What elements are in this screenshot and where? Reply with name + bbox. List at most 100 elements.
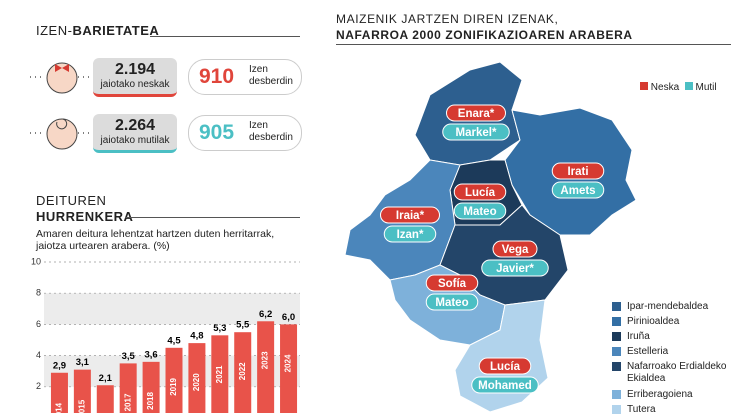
value-label: 2,9 [53, 360, 66, 371]
y-tick-label: 10 [31, 256, 41, 266]
name-label: Amets [560, 185, 595, 197]
births-label: jaiotako neskak [100, 79, 170, 90]
zone-legend: Nafarroako Erdialdeko Ekialdea [612, 361, 730, 385]
value-label: 6,2 [259, 309, 272, 320]
value-label: 3,6 [144, 349, 157, 360]
births-box: 2.264 jaiotako mutilak [93, 114, 177, 153]
names-label: Izen desberdin [249, 120, 293, 143]
map-legend: Neska Mutil [640, 82, 717, 93]
rule [336, 44, 731, 45]
names: 905 [199, 121, 235, 144]
name-label: Mohamed [478, 380, 532, 392]
name-label: Sofía [438, 278, 467, 290]
name-label: Enara* [458, 108, 495, 120]
x-tick-label: 2021 [215, 365, 224, 383]
zone-name: Pirinioaldea [627, 316, 680, 327]
value-label: 5,5 [236, 320, 250, 331]
zone-legend: Estelleria [612, 346, 730, 358]
variety-title: IZEN-BARIETATEA [36, 23, 159, 38]
y-tick-label: 2 [36, 381, 41, 391]
value-label: 4,8 [190, 331, 203, 342]
zone-name: Iruña [627, 331, 650, 342]
zone-legend: Tutera [612, 404, 730, 416]
zone-swatch [612, 362, 621, 371]
x-tick-label: 2019 [169, 377, 178, 395]
faces [30, 62, 92, 150]
x-tick-label: 2017 [123, 393, 132, 411]
zone-swatch [612, 317, 621, 326]
legend-label: Neska [650, 82, 680, 93]
bar [211, 335, 229, 413]
zone-name: Estelleria [627, 346, 669, 357]
title-bold: BARIETATEA [72, 23, 160, 38]
name-pill [478, 357, 532, 375]
bar [96, 385, 114, 413]
name-pill [442, 123, 510, 141]
bar [234, 332, 252, 413]
name-label: Markel* [456, 127, 497, 139]
births-label: jaiotako mutilak [100, 135, 170, 146]
name-pill [425, 293, 479, 311]
name-label: Lucía [465, 187, 496, 199]
x-tick-label: 2018 [146, 391, 155, 409]
zone-name: Erriberagoiena [627, 389, 693, 400]
zone-legend: Pirinioaldea [612, 316, 730, 328]
title-line: MAIZENIK JARTZEN DIREN IZENAK, [336, 12, 559, 26]
legend-swatch [684, 82, 693, 90]
legend-swatch [640, 82, 648, 90]
name-label: Mateo [463, 206, 496, 218]
zone-name: Nafarroako Erdialdeko Ekialdea [627, 361, 727, 384]
name-label: Lucía [490, 361, 521, 373]
name-pill [551, 181, 605, 199]
name-pill [380, 206, 440, 224]
name-pill [383, 225, 437, 243]
name-label: Mateo [435, 297, 468, 309]
y-tick-label: 8 [36, 288, 41, 298]
name-pill [446, 104, 506, 122]
bar [50, 372, 68, 413]
subtitle: Amaren deitura lehentzat hartzen duten h… [36, 228, 275, 252]
value-label: 3,5 [122, 351, 136, 362]
value-label: 3,1 [76, 357, 90, 368]
name-pill [551, 162, 605, 180]
bar [119, 363, 137, 413]
x-tick-label: 2014 [55, 402, 64, 413]
value-label: 6,0 [282, 312, 295, 323]
name-pill [471, 376, 539, 394]
births: 2.194 [114, 61, 156, 78]
grid-band [44, 293, 300, 325]
bar [73, 369, 91, 413]
x-tick-label: 2024 [284, 354, 293, 372]
names-label: Izen desberdin [249, 64, 293, 87]
bar [188, 343, 206, 413]
title-line: NAFARROA 2000 ZONIFIKAZIOAREN ARABERA [336, 28, 633, 42]
rule [150, 36, 300, 37]
name-label: Javier* [496, 263, 534, 275]
x-tick-label: 2023 [261, 351, 270, 369]
name-label: Izan* [397, 229, 424, 241]
zone-legend: Erriberagoiena [612, 389, 730, 401]
zone-name: Ipar-mendebaldea [627, 301, 709, 312]
value-label: 4,5 [167, 335, 181, 346]
value-label: 2,1 [99, 373, 113, 384]
zone-legend: Iruña [612, 331, 730, 343]
title-bold: HURRENKERA [36, 209, 134, 224]
zone-name: Tutera [627, 404, 656, 415]
name-pill [492, 240, 538, 258]
names-box: 910 Izen desberdin [188, 59, 302, 95]
name-label: Iraia* [396, 210, 425, 222]
names-box: 905 Izen desberdin [188, 115, 302, 151]
zone-swatch [612, 405, 621, 414]
name-pill [481, 259, 549, 277]
x-tick-label: 2020 [192, 373, 201, 391]
zone-swatch [612, 390, 621, 399]
bar [142, 361, 160, 413]
zone-swatch [612, 332, 621, 341]
bar [280, 324, 298, 413]
bar [257, 321, 275, 413]
rule [125, 217, 300, 218]
y-tick-label: 4 [36, 350, 41, 360]
zone-swatch [612, 302, 621, 311]
